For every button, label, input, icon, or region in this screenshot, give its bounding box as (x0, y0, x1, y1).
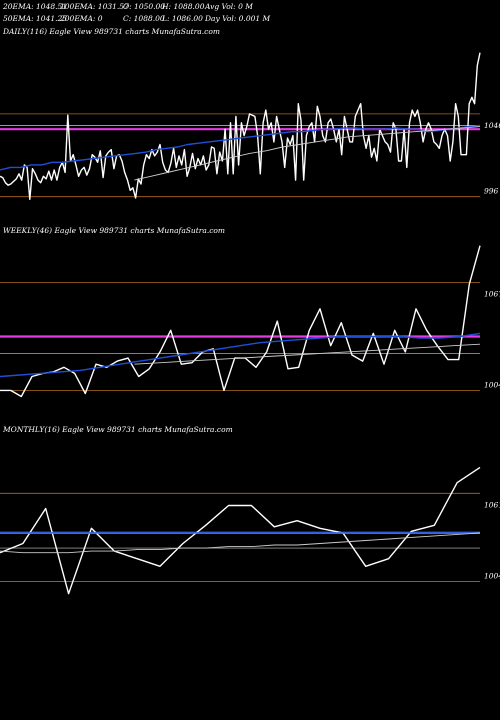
daily-tick-label-upper: 1046 (484, 121, 500, 130)
weekly-panel-title: WEEKLY(46) Eagle View 989731 charts Muna… (3, 226, 226, 235)
daily-price-line (0, 52, 481, 201)
stat-low: L: 1086.00 (162, 14, 203, 23)
header-stats: 20EMA: 1048.51 100EMA: 1031.57 O: 1050.0… (3, 0, 270, 99)
daily-panel-title: DAILY(116) Eagle View 989731 charts Muna… (3, 27, 220, 36)
daily-ema-white-line (134, 126, 481, 181)
stat-avg-vol: Avg Vol: 0 M (205, 2, 253, 11)
monthly-ema-white-line (0, 532, 481, 554)
weekly-price-line (0, 245, 481, 398)
stat-100ema: 100EMA: 1031.57 (60, 2, 129, 11)
monthly-price-line (0, 466, 481, 595)
stat-open: O: 1050.00 (123, 2, 166, 11)
weekly-tick-label-upper: 1067 (484, 290, 500, 299)
daily-ema-blue-line (0, 124, 481, 171)
stat-200ema: 200EMA: 0 (60, 14, 103, 23)
stat-20ema: 20EMA: 1048.51 (3, 2, 68, 11)
stat-50ema: 50EMA: 1041.25 (3, 14, 68, 23)
weekly-tick-label-lower: 1004 (484, 380, 500, 389)
daily-tick-label-lower: 996 (484, 187, 499, 196)
stat-day-vol: Day Vol: 0.001 M (205, 14, 271, 23)
monthly-tick-label-lower: 1004 (484, 572, 500, 581)
monthly-panel-title: MONTHLY(16) Eagle View 989731 charts Mun… (3, 425, 233, 434)
stat-high: H: 1088.00 (162, 2, 205, 11)
stat-close: C: 1088.00 (123, 14, 165, 23)
weekly-ema-white-line (134, 343, 481, 365)
weekly-ema-blue-line (0, 332, 481, 378)
